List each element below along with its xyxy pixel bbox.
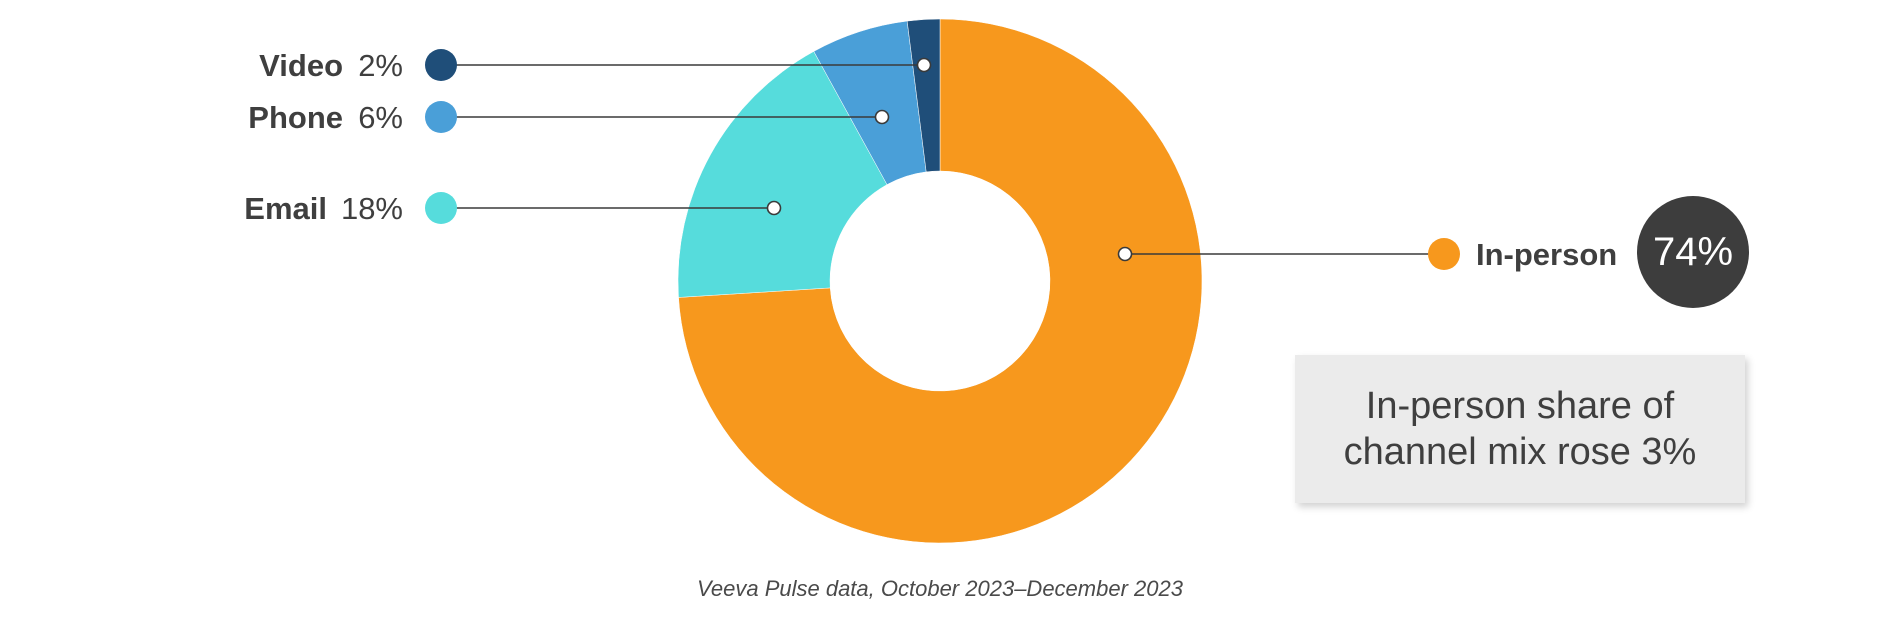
label-video: Video: [259, 48, 343, 83]
legend-dot-video: [425, 49, 457, 81]
legend-dot-phone: [425, 101, 457, 133]
anchor-dot-video: [916, 57, 932, 73]
anchor-dot-phone: [874, 109, 890, 125]
legend-dot-in-person: [1428, 238, 1460, 270]
source-note: Veeva Pulse data, October 2023–December …: [697, 576, 1183, 601]
value-email: 18%: [341, 191, 403, 226]
highlight-badge: [1637, 196, 1749, 308]
slice-email: [677, 51, 888, 298]
label-email: Email: [244, 191, 327, 226]
callout-box: In-person share of channel mix rose 3%: [1295, 355, 1745, 503]
label-phone: Phone: [248, 100, 343, 135]
callout-text: In-person share of channel mix rose 3%: [1343, 385, 1697, 473]
value-in-person: 74%: [1653, 230, 1733, 274]
anchor-dot-in-person: [1117, 246, 1133, 262]
value-phone: 6%: [358, 100, 403, 135]
legend-dot-email: [425, 192, 457, 224]
slice-video: [906, 18, 941, 173]
value-video: 2%: [358, 48, 403, 83]
slice-in-person: [678, 18, 1203, 544]
label-in-person: In-person: [1476, 237, 1617, 272]
anchor-dot-email: [766, 200, 782, 216]
